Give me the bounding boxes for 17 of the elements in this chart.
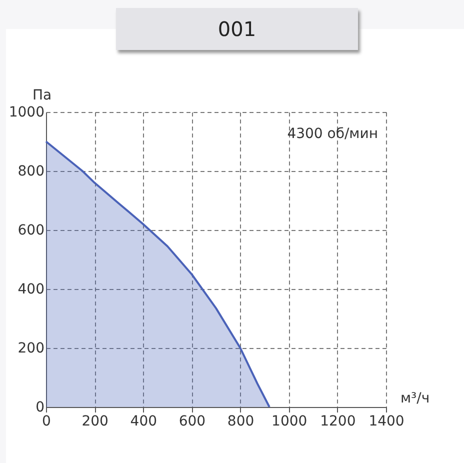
x-tick-label: 600 — [178, 414, 206, 430]
y-tick-label: 200 — [18, 340, 44, 356]
x-tick-label: 1000 — [272, 414, 308, 430]
x-tick-label: 400 — [130, 414, 158, 430]
x-tick-label: 800 — [227, 414, 254, 430]
y-tick-label: 0 — [36, 400, 44, 416]
y-tick-label: 400 — [18, 282, 44, 298]
annotation: 4300 об/мин — [287, 126, 378, 142]
x-axis-title: м³/ч — [400, 390, 430, 406]
x-tick-label: 200 — [82, 414, 108, 430]
x-tick-label: 1200 — [320, 414, 356, 430]
y-tick-label: 1000 — [8, 104, 44, 120]
y-tick-label: 800 — [18, 164, 44, 180]
y-tick-label: 600 — [18, 222, 44, 238]
x-tick-label: 1400 — [368, 414, 404, 430]
y-axis-title: Па — [32, 88, 52, 104]
chart-title: 001 — [116, 8, 358, 50]
